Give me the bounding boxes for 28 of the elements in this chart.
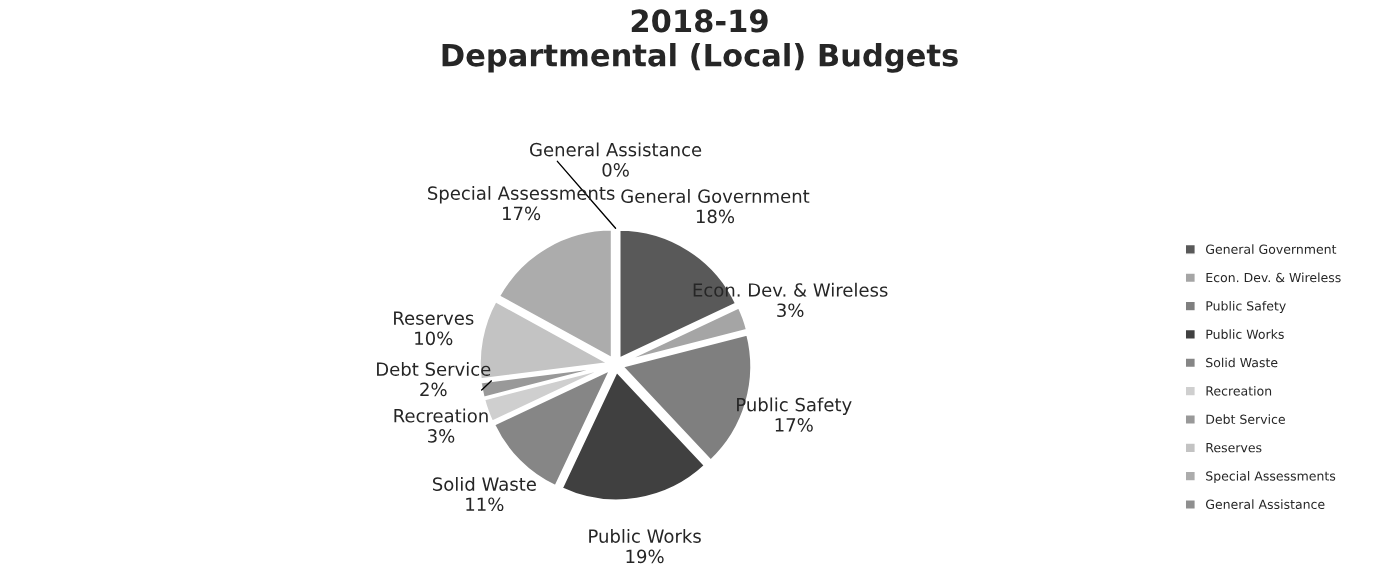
slice-label: Public Works <box>589 528 701 543</box>
text: 0% <box>602 163 629 177</box>
slice-label: Reserves <box>394 311 474 325</box>
slice-label: General Government <box>621 189 810 203</box>
data-label: 19% <box>626 549 664 564</box>
legend-label: Reserves <box>1206 443 1262 453</box>
legend-label: Public Works <box>1206 329 1284 339</box>
legend-label: Public Safety <box>1206 300 1286 314</box>
slice-label: Solid Waste <box>432 476 536 491</box>
data-label: 18% <box>696 209 735 224</box>
legend-label: General Assistance <box>1205 499 1325 510</box>
legend-label: General Government <box>1205 244 1337 254</box>
legend-label: Econ. Dev. & Wireless <box>1206 272 1341 283</box>
data-label: 10% <box>415 331 453 346</box>
legend-label: Debt Service <box>1206 414 1285 424</box>
data-label: 17% <box>775 418 813 432</box>
data-label: 3% <box>777 303 804 318</box>
data-label: 3% <box>428 429 455 443</box>
data-label: 11% <box>466 497 504 512</box>
legend-label: Solid Waste <box>1206 357 1278 368</box>
legend-label: Recreation <box>1206 385 1272 396</box>
data-label: 17% <box>503 206 541 221</box>
legend-label: Special Assessments <box>1206 471 1336 484</box>
category-label: General Assistance <box>530 142 702 157</box>
chart-title: 2018-19 Departmental (Local) Budgets <box>442 9 958 73</box>
slice-label: Recreation <box>394 408 488 423</box>
data-label: 2% <box>420 382 447 397</box>
slice-label: Debt Service <box>377 362 491 376</box>
